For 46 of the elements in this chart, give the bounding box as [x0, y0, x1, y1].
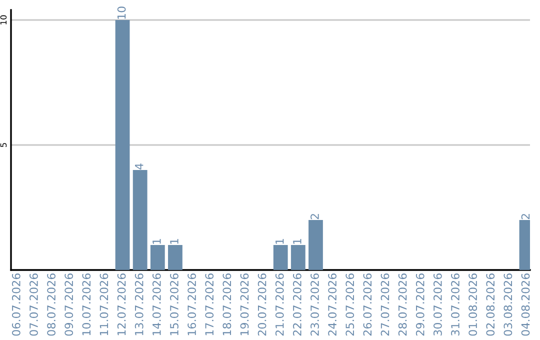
x-tick-label: 17.07.2026	[205, 273, 214, 336]
bar	[308, 220, 323, 270]
x-tick-label: 13.07.2026	[134, 273, 144, 336]
x-tick-label: 22.07.2026	[292, 273, 302, 336]
data-label: 10	[117, 6, 126, 19]
x-tick-label: 03.08.2026	[504, 273, 512, 336]
x-tick-label: 20.07.2026	[258, 273, 266, 336]
data-label: 2	[521, 214, 530, 220]
x-tick-label: 18.07.2026	[222, 273, 232, 336]
x-tick-label: 30.07.2026	[433, 273, 442, 336]
bar	[115, 20, 130, 270]
x-tick-label: 14.07.2026	[152, 273, 161, 336]
x-tick-label: 12.07.2026	[117, 273, 126, 336]
data-label: 1	[152, 238, 161, 244]
x-tick-label: 08.07.2026	[47, 273, 56, 336]
bar	[150, 245, 165, 270]
x-tick-label: 21.07.2026	[275, 273, 284, 336]
data-label: 2	[310, 214, 319, 220]
bar	[290, 245, 306, 270]
data-label: 4	[135, 164, 144, 170]
x-tick-label: 16.07.2026	[188, 273, 196, 336]
bar	[132, 170, 148, 270]
x-tick-label: 27.07.2026	[380, 273, 390, 336]
x-tick-label: 26.07.2026	[363, 273, 372, 336]
x-tick-label: 15.07.2026	[170, 273, 178, 336]
x-tick-label: 06.07.2026	[12, 273, 20, 336]
x-tick-label: 01.08.2026	[468, 273, 478, 336]
x-tick-label: 04.08.2026	[521, 273, 530, 336]
x-tick-label: 02.08.2026	[486, 273, 495, 336]
x-tick-label: 23.07.2026	[310, 273, 319, 336]
x-tick-label: 29.07.2026	[416, 273, 424, 336]
x-tick-label: 07.07.2026	[30, 273, 38, 336]
data-label: 1	[293, 238, 302, 244]
x-tick-label: 11.07.2026	[100, 273, 108, 336]
data-label: 1	[170, 238, 178, 244]
x-tick-label: 09.07.2026	[64, 273, 74, 336]
bar	[168, 245, 182, 270]
x-tick-label: 10.07.2026	[82, 273, 91, 336]
x-tick-label: 24.07.2026	[328, 273, 337, 336]
x-tick-label: 25.07.2026	[346, 273, 354, 336]
x-tick-label: 19.07.2026	[240, 273, 249, 336]
x-tick-label: 28.07.2026	[398, 273, 407, 336]
data-label: 1	[276, 238, 284, 244]
bar	[273, 245, 288, 270]
x-tick-label: 31.07.2026	[451, 273, 460, 336]
y-tick-label: 5	[0, 143, 7, 148]
